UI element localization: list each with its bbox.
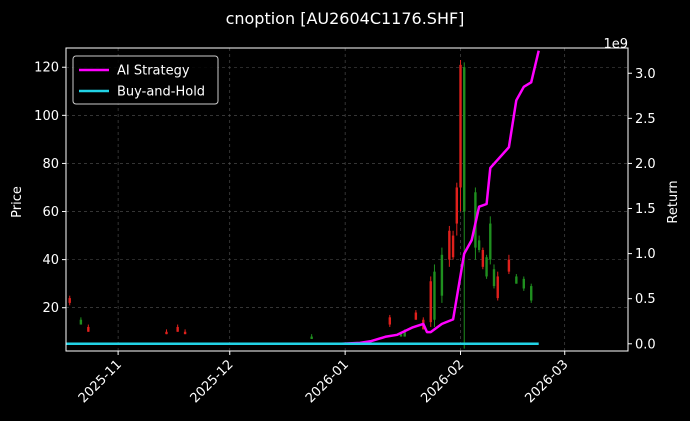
candle-body bbox=[463, 67, 466, 212]
y-left-tick-label: 40 bbox=[42, 253, 59, 268]
candle-body bbox=[433, 271, 436, 320]
y-left-tick-label: 60 bbox=[42, 205, 59, 220]
legend-label: AI Strategy bbox=[117, 64, 190, 79]
legend-box bbox=[72, 55, 219, 105]
candle-body bbox=[451, 235, 455, 258]
candle-body bbox=[176, 326, 179, 332]
candle-body bbox=[507, 259, 511, 272]
chart-title: cnoption [AU2604C1176.SHF] bbox=[226, 9, 465, 28]
candle-body bbox=[310, 336, 313, 339]
candle-body bbox=[477, 240, 481, 250]
legend-label: Buy-and-Hold bbox=[117, 85, 205, 100]
candle-body bbox=[87, 326, 90, 332]
candle-body bbox=[485, 257, 488, 277]
y-right-tick-label: 1.0 bbox=[635, 247, 656, 262]
y-right-tick-label: 2.0 bbox=[635, 157, 656, 172]
candle-body bbox=[388, 317, 392, 325]
candle-body bbox=[399, 334, 403, 337]
candle-body bbox=[403, 331, 406, 337]
y-right-tick-label: 0.5 bbox=[635, 292, 656, 307]
y-left-tick-label: 120 bbox=[34, 61, 59, 76]
candle-body bbox=[440, 254, 444, 296]
axes-frame bbox=[65, 47, 629, 352]
candle-body bbox=[515, 276, 518, 284]
candle-body bbox=[489, 223, 492, 260]
y-right-tick-label: 2.5 bbox=[635, 112, 656, 127]
y-left-tick-label: 100 bbox=[34, 109, 59, 124]
candle-body bbox=[459, 64, 462, 188]
candle-body bbox=[429, 281, 432, 323]
y-axis-label-right: Return bbox=[666, 180, 681, 223]
legend: AI Strategy Buy-and-Hold bbox=[72, 55, 219, 105]
series-line-ai-strategy bbox=[66, 50, 540, 346]
candle-body bbox=[414, 312, 418, 320]
candle-body bbox=[165, 331, 168, 335]
candle-body bbox=[530, 286, 533, 301]
candle-body bbox=[448, 230, 451, 260]
y-left-tick-label: 80 bbox=[42, 157, 59, 172]
candle-body bbox=[496, 276, 499, 299]
y-left-tick-label: 20 bbox=[42, 301, 59, 316]
y-axis-label-left: Price bbox=[10, 186, 25, 218]
candle-body bbox=[68, 298, 71, 303]
candle-body bbox=[522, 278, 525, 289]
candle-body bbox=[492, 269, 496, 287]
candle-body bbox=[455, 187, 458, 224]
y-right-tick-label: 0.0 bbox=[635, 337, 656, 352]
candle-body bbox=[481, 250, 485, 267]
candle-body bbox=[79, 319, 83, 325]
candle-body bbox=[183, 331, 187, 335]
right-axis-offset-text: 1e9 bbox=[603, 37, 628, 52]
y-right-tick-label: 3.0 bbox=[635, 67, 656, 82]
y-right-tick-label: 1.5 bbox=[635, 202, 656, 217]
